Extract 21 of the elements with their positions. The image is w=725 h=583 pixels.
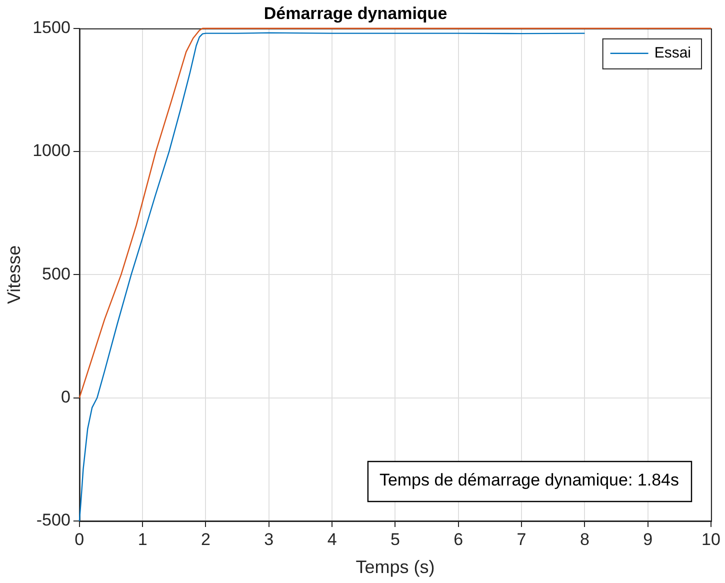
y-tick-label: 0 — [60, 388, 70, 407]
y-tick-label: 1000 — [32, 141, 70, 160]
x-tick-label: 8 — [580, 530, 590, 549]
y-tick-label: 500 — [42, 264, 70, 284]
x-tick-label: 2 — [201, 530, 210, 549]
annotation: Temps de démarrage dynamique: 1.84s — [379, 470, 680, 490]
x-tick-label: 1 — [138, 530, 148, 549]
y-tick-label: -500 — [36, 510, 70, 530]
y-tick-label: 1500 — [32, 18, 70, 38]
x-tick-label: 3 — [264, 530, 274, 549]
x-tick-label: 4 — [327, 530, 337, 549]
x-tick-label: 10 — [702, 530, 720, 549]
x-tick-label: 9 — [643, 530, 653, 549]
x-tick-label: 0 — [74, 530, 84, 549]
x-axis-title: Temps (s) — [356, 557, 435, 578]
x-tick-label: 7 — [516, 530, 526, 549]
chart-title: Démarrage dynamique — [264, 4, 448, 23]
legend-label: Essai — [654, 44, 692, 62]
x-tick-label: 6 — [454, 530, 464, 549]
y-axis-title: Vitesse — [4, 245, 24, 304]
x-tick-label: 5 — [390, 530, 400, 549]
